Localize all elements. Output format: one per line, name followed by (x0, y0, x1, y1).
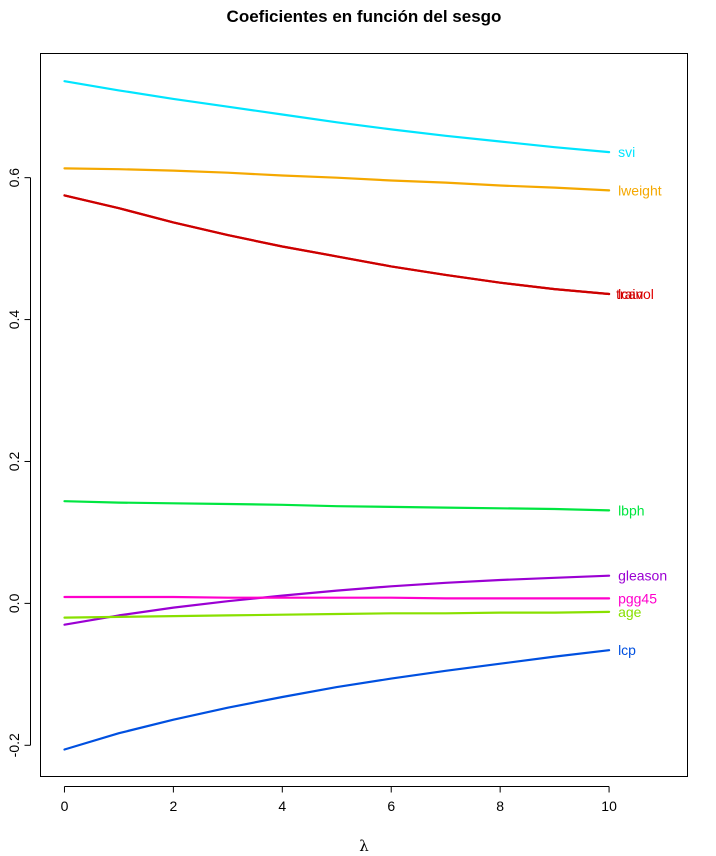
series-line-train (63, 194, 611, 296)
series-label-lbph: lbph (618, 502, 644, 518)
x-tick-label: 8 (496, 798, 504, 814)
x-tick-label: 4 (278, 798, 286, 814)
series-lines (63, 80, 611, 751)
y-tick-label: 0.2 (6, 452, 22, 472)
series-line-lcavol (63, 194, 611, 296)
x-tick-label: 10 (601, 798, 617, 814)
y-axis: -0.2 0.0 0.2 0.4 0.6 (6, 168, 31, 757)
x-tick-label: 6 (387, 798, 395, 814)
series-line-lweight (63, 167, 611, 192)
x-axis: 0 2 4 6 8 10 (61, 786, 617, 814)
series-line-age (63, 610, 611, 619)
x-axis-label: λ (359, 837, 369, 855)
chart-title: Coeficientes en función del sesgo (227, 7, 502, 26)
plot-frame (40, 53, 688, 777)
y-tick-label: 0.6 (6, 168, 22, 188)
series-line-lbph (63, 500, 611, 512)
y-tick-label: 0.0 (6, 593, 22, 613)
series-line-gleason (63, 574, 611, 626)
series-label-lcp: lcp (618, 642, 636, 658)
series-line-pgg45 (63, 595, 611, 600)
series-label-age: age (618, 604, 642, 620)
series-line-lcp (63, 649, 611, 751)
series-line-svi (63, 80, 611, 154)
series-label-train: train (616, 286, 643, 302)
series-label-pgg45: pgg45 (618, 590, 657, 606)
series-label-lweight: lweight (618, 182, 662, 198)
series-label-gleason: gleason (618, 568, 667, 584)
x-tick-label: 2 (169, 798, 177, 814)
y-tick-label: -0.2 (6, 733, 22, 757)
series-label-lcavol: lcavol (618, 286, 654, 302)
x-tick-label: 0 (61, 798, 69, 814)
y-tick-label: 0.4 (6, 310, 22, 330)
series-label-svi: svi (618, 144, 635, 160)
